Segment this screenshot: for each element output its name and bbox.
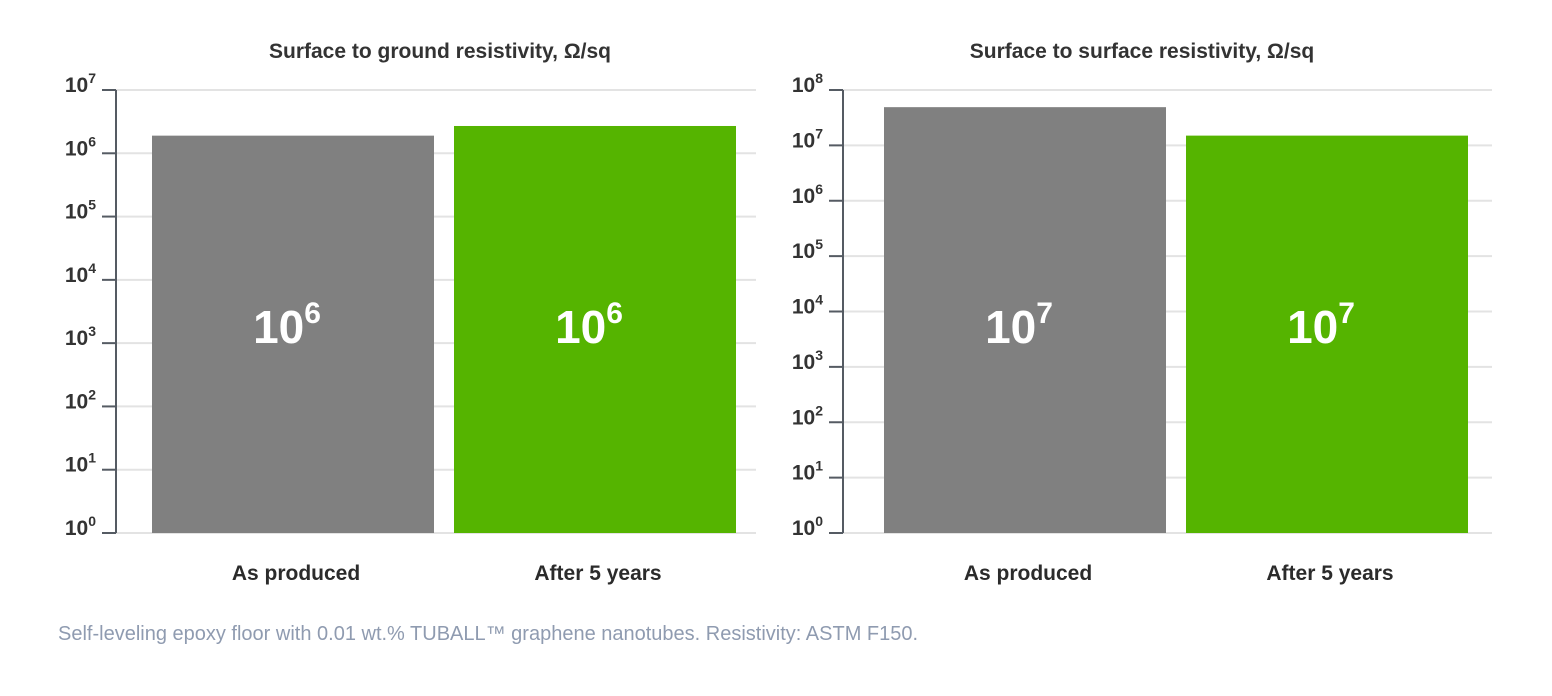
bar-as-produced — [884, 107, 1166, 533]
y-tick-label: 102 — [65, 386, 96, 413]
bar-after-5-years — [1186, 135, 1468, 533]
y-tick-label: 104 — [792, 292, 823, 319]
y-tick-label: 107 — [792, 125, 823, 152]
y-tick-label: 102 — [792, 402, 823, 429]
x-category-label: After 5 years — [1266, 562, 1393, 585]
y-tick-label: 101 — [792, 458, 823, 485]
bar-after-5-years — [454, 125, 736, 534]
x-category-label: As produced — [964, 562, 1092, 585]
caption: Self-leveling epoxy floor with 0.01 wt.%… — [58, 623, 918, 645]
y-tick-label: 104 — [65, 260, 96, 287]
y-tick-label: 101 — [65, 450, 96, 477]
bar-as-produced — [152, 135, 434, 533]
bar-value-label: 107 — [1287, 297, 1355, 353]
y-tick-label: 105 — [65, 197, 96, 224]
y-tick-label: 105 — [792, 236, 823, 263]
y-tick-label: 100 — [65, 513, 96, 540]
chart-surface-to-ground: 100 101 102 103 104 105 106 107 106 As produced 10… — [65, 70, 756, 585]
y-tick-label: 108 — [792, 70, 823, 97]
y-tick-label: 106 — [792, 181, 823, 208]
chart-title-surface-to-surface: Surface to surface resistivity, Ω/sq — [970, 40, 1314, 63]
y-tick-label: 106 — [65, 133, 96, 160]
bar-value-label: 107 — [985, 297, 1053, 353]
bar-value-label: 106 — [555, 297, 623, 353]
x-category-label: As produced — [232, 562, 360, 585]
chart-title-surface-to-ground: Surface to ground resistivity, Ω/sq — [269, 40, 611, 63]
x-category-label: After 5 years — [534, 562, 661, 585]
y-tick-label: 107 — [65, 70, 96, 97]
y-tick-label: 100 — [792, 513, 823, 540]
bar-value-label: 106 — [253, 297, 321, 353]
y-tick-label: 103 — [65, 323, 96, 350]
chart-surface-to-surface: 100 101 102 103 104 105 106 107 108 107 As produce… — [792, 70, 1492, 585]
y-tick-label: 103 — [792, 347, 823, 374]
